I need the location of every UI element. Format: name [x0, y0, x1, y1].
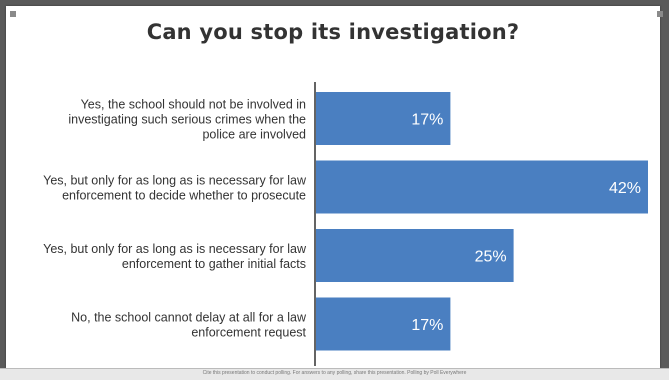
bar-value-label-3: 17% [411, 317, 443, 334]
bar-value-label-2: 25% [475, 249, 507, 266]
bar-0 [316, 92, 451, 145]
bars-layer: 17% Yes, the school should not be involve… [43, 92, 648, 351]
category-label-3: No, the school cannot delay at all for a… [71, 311, 307, 340]
slide-corner-top-right [657, 11, 663, 17]
bar-value-label-1: 42% [609, 180, 641, 197]
footer-bar: Cite this presentation to conduct pollin… [0, 368, 669, 380]
category-label-2: Yes, but only for as long as is necessar… [43, 242, 307, 271]
category-label-0: Yes, the school should not be involved i… [68, 98, 306, 142]
bar-1 [316, 160, 648, 214]
bar-2 [316, 229, 514, 282]
bar-3 [316, 297, 451, 351]
bar-value-label-0: 17% [411, 112, 443, 129]
footer-text: Cite this presentation to conduct pollin… [202, 370, 467, 376]
chart-title: Can you stop its investigation? [146, 20, 520, 44]
category-label-1: Yes, but only for as long as is necessar… [43, 174, 307, 203]
slide-corner-top-left [10, 11, 16, 17]
